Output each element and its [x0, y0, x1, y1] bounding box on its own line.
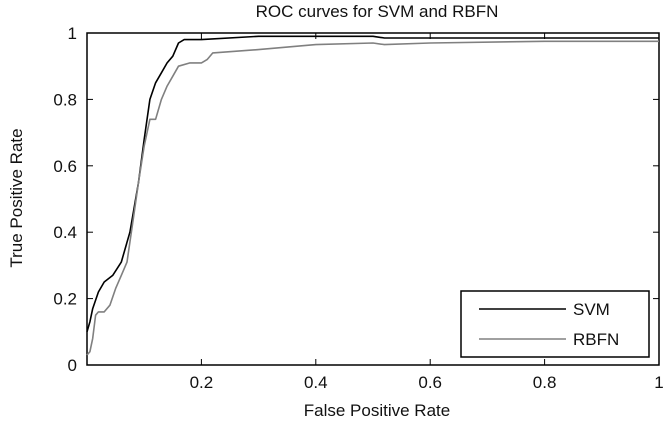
y-tick-label: 0.8 [53, 90, 77, 109]
legend-label-rbfn: RBFN [573, 330, 619, 349]
plot-area: 0.2 0.4 0.6 0.8 1 0 0.2 0.4 0.6 0.8 1 [53, 24, 663, 392]
legend-label-svm: SVM [573, 300, 610, 319]
legend-box [460, 290, 650, 358]
plot-frame [86, 32, 660, 366]
y-tick-label: 0 [68, 356, 77, 375]
y-tick-label: 0.4 [53, 223, 77, 242]
legend: SVM RBFN [460, 290, 650, 358]
y-axis-label: True Positive Rate [7, 128, 26, 267]
y-tick-label: 0.2 [53, 290, 77, 309]
chart-title: ROC curves for SVM and RBFN [256, 2, 499, 21]
x-tick-label: 1 [654, 373, 663, 392]
x-tick-label: 0.8 [533, 373, 557, 392]
x-axis-label: False Positive Rate [304, 401, 450, 420]
y-tick-label: 1 [68, 24, 77, 43]
y-tick-label: 0.6 [53, 157, 77, 176]
x-tick-label: 0.6 [418, 373, 442, 392]
x-tick-label: 0.2 [190, 373, 214, 392]
x-tick-label: 0.4 [304, 373, 328, 392]
series-line-rbfn [86, 40, 659, 356]
series-line-svm [86, 35, 659, 333]
